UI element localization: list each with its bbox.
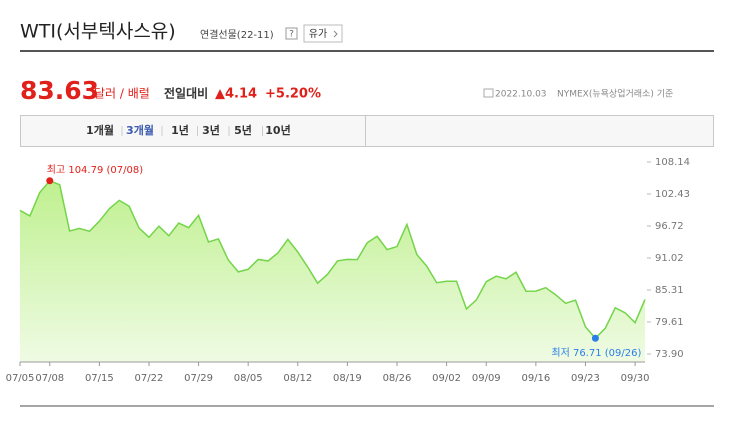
price: 83.63: [20, 76, 99, 105]
max-marker: [46, 177, 54, 185]
title: WTI(서부텍사스유): [20, 21, 176, 43]
min-label: 최저 76.71 (09/26): [551, 347, 641, 359]
x-tick-label: 07/05: [6, 373, 35, 384]
min-marker: [591, 334, 599, 342]
date: 2022.10.03: [495, 90, 547, 100]
x-tick-label: 07/08: [35, 373, 64, 384]
x-tick-label: 08/05: [234, 373, 263, 384]
subtitle: 연결선물(22-11): [200, 29, 274, 41]
oil-button-text[interactable]: 유가: [309, 28, 327, 40]
x-tick-label: 08/12: [283, 373, 312, 384]
x-tick-label: 09/02: [432, 373, 461, 384]
tab[interactable]: 10년: [265, 123, 290, 137]
x-tick-label: 07/15: [85, 373, 114, 384]
y-tick-label: 102.43: [655, 189, 690, 200]
x-tick-label: 09/30: [621, 373, 650, 384]
tab-bar: [20, 115, 714, 147]
y-tick-label: 91.02: [655, 253, 684, 264]
help-text[interactable]: ?: [289, 30, 294, 40]
change-pct: +5.20%: [265, 87, 321, 102]
change-label: 전일대비: [164, 86, 208, 101]
tab[interactable]: 5년: [234, 123, 252, 137]
area-fill: [20, 180, 645, 362]
button-arrow: [333, 30, 338, 38]
tab[interactable]: 3개월: [126, 123, 154, 137]
calendar-icon: [483, 88, 494, 98]
tab[interactable]: 1년: [171, 123, 189, 137]
tab[interactable]: 3년: [202, 123, 220, 137]
x-tick-label: 08/26: [383, 373, 412, 384]
x-tick-label: 07/29: [184, 373, 213, 384]
y-tick-label: 108.14: [655, 157, 690, 168]
x-tick-label: 08/19: [333, 373, 362, 384]
exchange: NYMEX(뉴욕상업거래소) 기준: [557, 89, 673, 100]
change: ▲4.14: [215, 87, 257, 102]
x-tick-label: 09/16: [521, 373, 550, 384]
help-icon[interactable]: [285, 27, 298, 40]
y-tick-label: 73.90: [655, 349, 684, 360]
x-tick-label: 07/22: [135, 373, 164, 384]
max-label: 최고 104.79 (07/08): [47, 164, 143, 176]
unit: 달러 / 배럴: [94, 87, 150, 101]
y-tick-label: 79.61: [655, 317, 684, 328]
y-tick-label: 85.31: [655, 285, 684, 296]
price-line: [19, 179, 646, 340]
x-tick-label: 09/09: [472, 373, 501, 384]
x-tick-label: 09/23: [571, 373, 600, 384]
y-tick-label: 96.72: [655, 221, 684, 232]
oil-button[interactable]: [303, 24, 343, 43]
tab[interactable]: 1개월: [86, 123, 114, 137]
